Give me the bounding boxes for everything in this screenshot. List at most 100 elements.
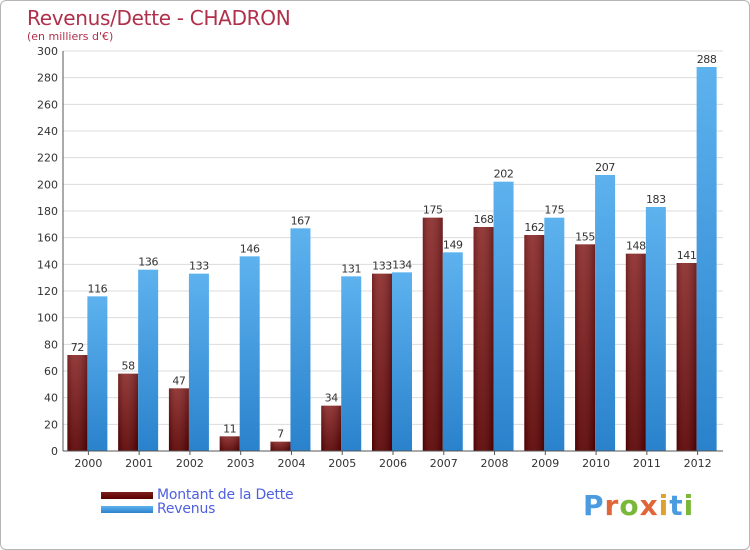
proxiti-logo: Proxiti [583,489,694,522]
revenue-value-label-2001: 136 [138,256,158,269]
revenue-bar-2004 [290,228,311,451]
x-tick-label-2000: 2000 [74,457,102,470]
x-tick-label-2007: 2007 [430,457,458,470]
debt-value-label-2004: 7 [277,428,284,441]
y-tick-label: 160 [37,232,58,245]
y-tick-label: 40 [44,392,58,405]
debt-value-label-2002: 47 [172,374,186,387]
revenue-value-label-2006: 134 [392,258,412,271]
revenue-bar-2010 [595,175,616,451]
logo-letter: i [658,489,670,522]
debt-bar-shade-2012 [676,263,697,451]
y-tick-label: 240 [37,125,58,138]
revenue-value-label-2004: 167 [291,214,311,227]
legend-item-revenus: Revenus [101,501,216,517]
debt-value-label-2001: 58 [122,360,136,373]
chart-title: Revenus/Dette - CHADRON [27,6,291,30]
y-tick-label: 120 [37,285,58,298]
y-tick-label: 260 [37,98,58,111]
x-tick-label-2004: 2004 [277,457,305,470]
x-tick-label-2010: 2010 [582,457,610,470]
legend-item-dette: Montant de la Dette [101,487,294,503]
debt-bar-shade-2006 [372,273,392,451]
revenue-value-label-2012: 288 [697,53,717,66]
debt-bar-shade-2005 [321,405,342,451]
revenue-bar-2009 [544,217,565,451]
logo-letter: x [639,489,659,522]
x-tick-label-2003: 2003 [227,457,255,470]
revenue-value-label-2009: 175 [544,204,564,217]
y-tick-label: 20 [44,418,58,431]
y-tick-label: 200 [37,178,58,191]
revenue-value-label-2000: 116 [87,282,107,295]
revenue-bar-2000 [87,296,108,451]
revenue-bar-2002 [188,273,209,451]
debt-value-label-2003: 11 [223,422,236,435]
logo-letter: r [604,489,620,522]
debt-bar-shade-2004 [270,441,291,451]
debt-bar-shade-2009 [524,235,545,451]
debt-value-label-2000: 72 [71,341,84,354]
axis-layer: 0 20 40 60 80 100 120 140 160 180 200 220 240 260 280 3… [37,45,723,470]
y-tick-label: 100 [37,312,58,325]
revenue-value-label-2011: 183 [646,193,666,206]
y-tick-label: 140 [37,258,58,271]
debt-value-label-2005: 34 [325,392,339,405]
logo-letter: P [583,489,605,522]
debt-bar-shade-2010 [575,244,596,451]
debt-bar-shade-2000 [67,355,88,451]
debt-value-label-2011: 148 [626,240,646,253]
revenue-bar-2003 [239,256,260,451]
revenue-bar-2007 [442,252,463,451]
legend-swatch-dette [101,491,153,499]
y-tick-label: 180 [37,205,58,218]
revenue-bar-2001 [138,269,159,451]
debt-bar-shade-2002 [168,388,189,451]
debt-value-label-2008: 168 [474,213,494,226]
y-tick-label: 80 [44,338,58,351]
revenue-value-label-2005: 131 [341,262,361,275]
revenue-bar-2011 [645,207,666,451]
bars-layer [67,67,717,451]
y-tick-label: 0 [51,445,58,458]
revenue-value-label-2002: 133 [189,260,209,273]
y-tick-label: 280 [37,72,58,85]
debt-bar-shade-2008 [473,227,494,451]
y-tick-label: 300 [37,45,58,58]
y-tick-label: 60 [44,365,58,378]
debt-value-label-2006: 133 [372,260,392,273]
debt-bar-shade-2003 [219,436,240,451]
revenue-bar-2005 [341,276,362,451]
x-tick-label-2012: 2012 [684,457,712,470]
chart-subtitle: (en milliers d'€) [27,30,114,43]
x-tick-label-2009: 2009 [531,457,559,470]
revenue-bar-2008 [493,181,514,451]
debt-bar-shade-2011 [625,253,646,451]
debt-value-label-2007: 175 [423,204,443,217]
logo-letter: o [619,489,640,522]
legend-label-dette: Montant de la Dette [157,487,294,503]
x-tick-label-2005: 2005 [328,457,356,470]
x-tick-label-2001: 2001 [125,457,153,470]
logo-letter: t [669,489,684,522]
revenue-value-label-2007: 149 [443,238,463,251]
debt-value-label-2010: 155 [575,230,595,243]
x-tick-label-2011: 2011 [633,457,661,470]
x-tick-label-2006: 2006 [379,457,407,470]
logo-letter: i [683,489,695,522]
revenue-bar-2006 [392,272,412,451]
revenue-value-label-2010: 207 [595,161,615,174]
x-tick-label-2002: 2002 [176,457,204,470]
revenue-bar-2012 [696,67,717,451]
y-tick-label: 220 [37,152,58,165]
debt-bar-shade-2007 [422,217,443,451]
legend-label-revenus: Revenus [157,501,216,517]
legend-swatch-revenus [101,505,153,513]
revenue-value-label-2003: 146 [240,242,260,255]
debt-value-label-2012: 141 [677,249,697,262]
debt-value-label-2009: 162 [524,221,544,234]
revenue-value-label-2008: 202 [494,168,514,181]
